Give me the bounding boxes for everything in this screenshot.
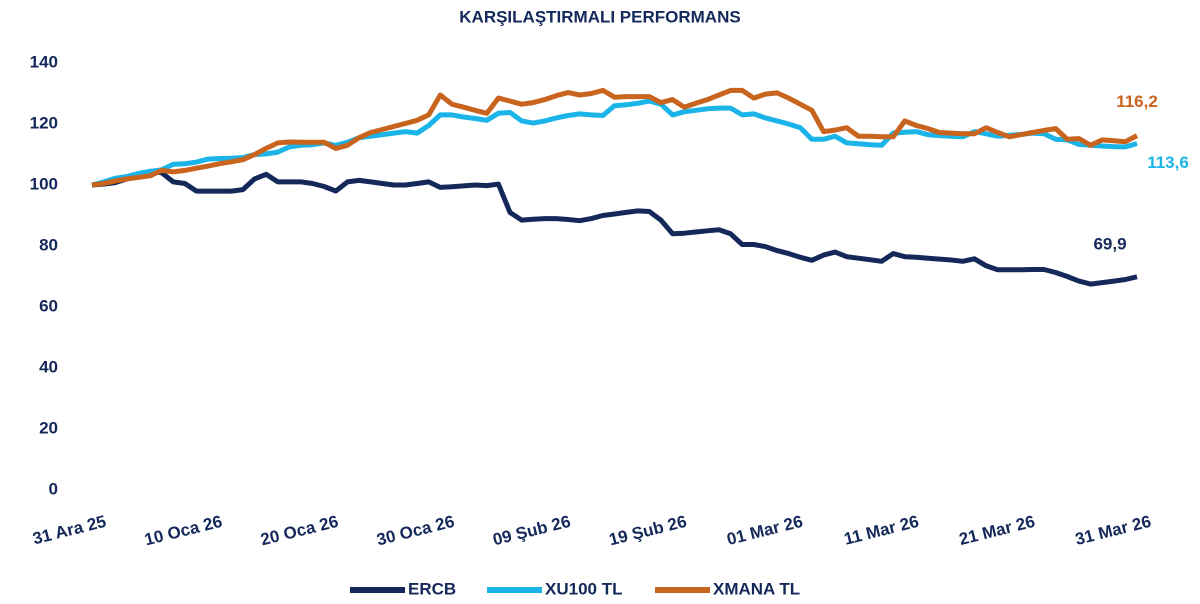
legend-label: XU100 TL	[545, 579, 622, 598]
y-tick-label: 80	[39, 235, 58, 254]
y-tick-label: 20	[39, 418, 58, 437]
chart-title: KARŞILAŞTIRMALI PERFORMANS	[459, 7, 740, 26]
x-tick-label: 30 Oca 26	[375, 512, 457, 550]
x-tick-label: 11 Mar 26	[842, 512, 921, 549]
series-line	[91, 87, 1139, 188]
end-label: 69,9	[1093, 234, 1126, 253]
end-label: 116,2	[1116, 92, 1158, 111]
y-tick-label: 140	[30, 52, 58, 71]
legend-label: XMANA TL	[713, 579, 800, 598]
x-tick-label: 10 Oca 26	[143, 512, 225, 550]
y-tick-label: 120	[30, 113, 58, 132]
x-tick-label: 31 Ara 25	[31, 512, 108, 549]
series-line	[91, 168, 1138, 287]
x-tick-label: 31 Mar 26	[1073, 512, 1153, 549]
y-tick-label: 60	[39, 296, 58, 315]
series-line	[91, 98, 1138, 188]
y-tick-label: 40	[39, 357, 58, 376]
x-tick-label: 21 Mar 26	[957, 512, 1037, 549]
x-tick-label: 19 Şub 26	[607, 512, 689, 550]
x-tick-label: 20 Oca 26	[259, 512, 341, 550]
x-tick-label: 09 Şub 26	[491, 512, 573, 550]
y-tick-label: 100	[30, 174, 58, 193]
x-tick-label: 01 Mar 26	[725, 512, 805, 549]
legend-label: ERCB	[408, 579, 456, 598]
end-label: 113,6	[1147, 153, 1189, 172]
y-tick-label: 0	[49, 479, 58, 498]
